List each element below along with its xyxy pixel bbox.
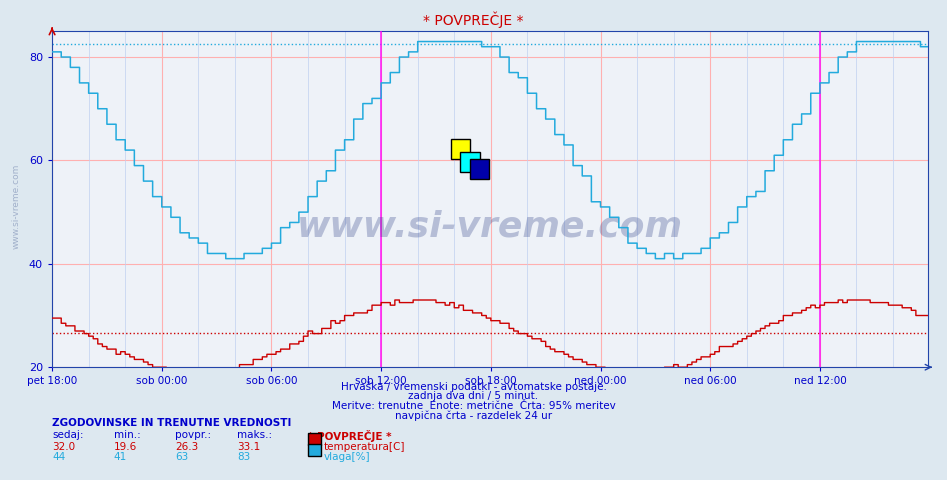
Text: 44: 44 <box>52 452 65 462</box>
FancyBboxPatch shape <box>470 159 490 179</box>
Text: Hrvaška / vremenski podatki - avtomatske postaje.: Hrvaška / vremenski podatki - avtomatske… <box>341 382 606 392</box>
Text: www.si-vreme.com: www.si-vreme.com <box>297 209 683 243</box>
Text: min.:: min.: <box>114 430 140 440</box>
Text: * POVPREČJE *: * POVPREČJE * <box>308 430 391 442</box>
Text: maks.:: maks.: <box>237 430 272 440</box>
FancyBboxPatch shape <box>451 139 470 159</box>
Text: * POVPREČJE *: * POVPREČJE * <box>423 12 524 28</box>
Text: 32.0: 32.0 <box>52 442 75 452</box>
Text: 26.3: 26.3 <box>175 442 199 452</box>
Text: 63: 63 <box>175 452 188 462</box>
Text: 33.1: 33.1 <box>237 442 260 452</box>
Text: vlaga[%]: vlaga[%] <box>324 452 370 462</box>
FancyBboxPatch shape <box>460 152 479 172</box>
Text: sedaj:: sedaj: <box>52 430 83 440</box>
Text: zadnja dva dni / 5 minut.: zadnja dva dni / 5 minut. <box>408 391 539 401</box>
Text: 83: 83 <box>237 452 250 462</box>
Text: Meritve: trenutne  Enote: metrične  Črta: 95% meritev: Meritve: trenutne Enote: metrične Črta: … <box>331 401 616 411</box>
Text: temperatura[C]: temperatura[C] <box>324 442 405 452</box>
Text: 41: 41 <box>114 452 127 462</box>
Text: 19.6: 19.6 <box>114 442 137 452</box>
Text: www.si-vreme.com: www.si-vreme.com <box>11 164 21 249</box>
Text: ZGODOVINSKE IN TRENUTNE VREDNOSTI: ZGODOVINSKE IN TRENUTNE VREDNOSTI <box>52 418 292 428</box>
Text: povpr.:: povpr.: <box>175 430 211 440</box>
Text: navpična črta - razdelek 24 ur: navpična črta - razdelek 24 ur <box>395 410 552 421</box>
